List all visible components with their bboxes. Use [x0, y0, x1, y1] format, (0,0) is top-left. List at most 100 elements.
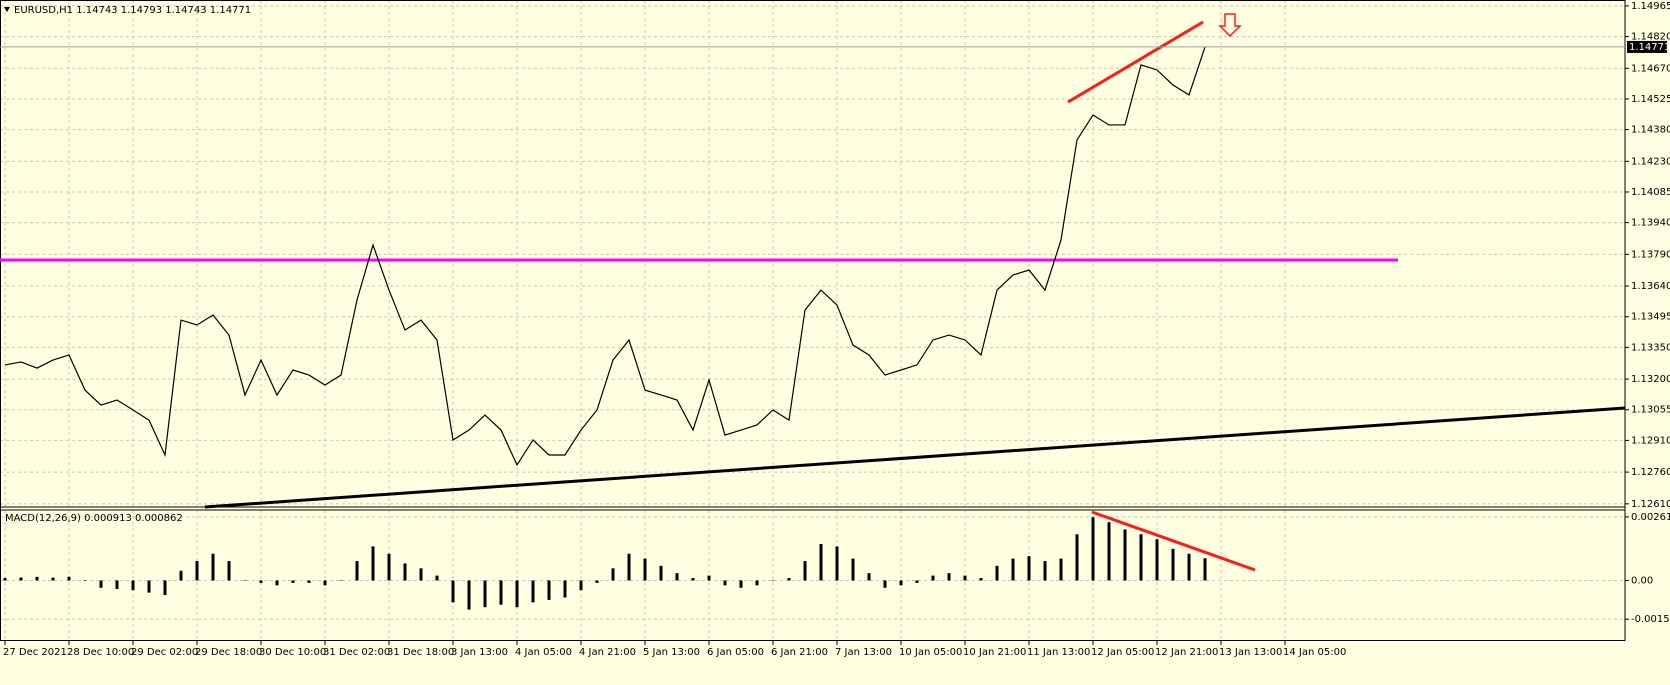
y-tick-label: 1.12910 — [1631, 435, 1670, 446]
y-tick-label: 0.002615 — [1631, 512, 1670, 523]
macd-bar — [1043, 561, 1047, 581]
macd-bar — [1123, 529, 1127, 581]
x-tick-label: 3 Jan 13:00 — [451, 647, 508, 658]
x-tick-label: 29 Dec 18:00 — [195, 647, 262, 658]
macd-bar — [1139, 534, 1143, 581]
plot-frame — [0, 0, 1626, 641]
macd-bar — [931, 575, 935, 581]
y-tick-label: 1.14965 — [1631, 1, 1670, 12]
macd-bar — [723, 580, 727, 586]
macd-bar — [691, 578, 695, 581]
macd-bar — [1107, 522, 1111, 581]
macd-bar — [755, 580, 759, 586]
y-tick-label: 1.14525 — [1631, 94, 1670, 105]
macd-bar — [963, 575, 967, 581]
macd-bar — [243, 580, 247, 581]
current-price-label: 1.14771 — [1629, 42, 1670, 53]
macd-bar — [787, 578, 791, 581]
macd-bar — [819, 544, 823, 581]
x-tick-label: 13 Jan 13:00 — [1219, 647, 1282, 658]
macd-bar — [579, 580, 583, 591]
macd-bar — [19, 577, 23, 581]
macd-bar — [259, 580, 263, 583]
macd-bar — [3, 578, 7, 581]
y-tick-label: 1.14230 — [1631, 156, 1670, 167]
macd-bar — [179, 570, 183, 581]
x-tick-label: 6 Jan 05:00 — [707, 647, 764, 658]
menu-triangle — [4, 7, 10, 12]
macd-bar — [163, 580, 167, 596]
macd-bar — [947, 573, 951, 581]
support-trendline — [204, 406, 1626, 509]
x-tick-label: 14 Jan 05:00 — [1283, 647, 1346, 658]
macd-bar — [83, 580, 87, 581]
macd-bar — [35, 576, 39, 581]
sell-arrow — [1218, 13, 1242, 38]
macd-bar — [1187, 553, 1191, 581]
macd-bar — [323, 580, 327, 586]
macd-bar — [995, 565, 999, 581]
macd-bar — [467, 580, 471, 610]
macd-bar — [1027, 556, 1031, 581]
y-tick-label: 1.13200 — [1631, 374, 1670, 385]
grid — [0, 0, 1625, 640]
x-tick-label: 4 Jan 05:00 — [515, 647, 572, 658]
y-tick-label: 1.14670 — [1631, 63, 1670, 74]
macd-bar — [211, 553, 215, 581]
macd-bar — [659, 565, 663, 581]
x-tick-label: 10 Jan 21:00 — [963, 647, 1026, 658]
x-tick-label: 12 Jan 05:00 — [1091, 647, 1154, 658]
macd-bar — [1155, 539, 1159, 581]
macd-bar — [675, 573, 679, 581]
macd-bar — [1091, 517, 1095, 581]
x-tick-label: 12 Jan 21:00 — [1155, 647, 1218, 658]
macd-bar — [835, 546, 839, 581]
macd-bar — [1171, 548, 1175, 581]
macd-bar — [771, 580, 775, 581]
macd-bar — [563, 580, 567, 598]
x-tick-label: 6 Jan 21:00 — [771, 647, 828, 658]
y-tick-label: 1.13790 — [1631, 249, 1670, 260]
x-tick-label: 31 Dec 02:00 — [323, 647, 390, 658]
y-tick-label: 1.14085 — [1631, 187, 1670, 198]
macd-bar — [371, 546, 375, 581]
y-tick-label: 1.13940 — [1631, 218, 1670, 229]
macd-bar — [611, 568, 615, 581]
macd-bar — [275, 580, 279, 586]
x-tick-label: 27 Dec 2021 — [3, 647, 67, 658]
macd-bar — [115, 580, 119, 589]
price-trendline — [1067, 20, 1204, 104]
macd-bar — [739, 580, 743, 588]
macd-bar — [851, 558, 855, 581]
macd-bar — [451, 580, 455, 603]
macd-bar — [483, 580, 487, 608]
current-price-box — [1627, 40, 1667, 53]
macd-bar — [643, 558, 647, 581]
macd-bar — [147, 580, 151, 593]
macd-bar — [419, 568, 423, 581]
x-tick-label: 7 Jan 13:00 — [835, 647, 892, 658]
macd-bar — [547, 580, 551, 600]
macd-bar — [883, 580, 887, 588]
y-tick-label: 1.12760 — [1631, 467, 1670, 478]
y-tick-label: 1.14380 — [1631, 125, 1670, 136]
macd-bar — [1203, 558, 1207, 581]
macd-bar — [531, 580, 535, 603]
x-tick-label: 31 Dec 18:00 — [387, 647, 454, 658]
macd-bar — [899, 580, 903, 586]
macd-title: MACD(12,26,9) 0.000913 0.000862 — [5, 513, 183, 524]
y-tick-label: 1.13640 — [1631, 281, 1670, 292]
y-tick-label: 1.12610 — [1631, 499, 1670, 510]
x-tick-label: 10 Jan 05:00 — [899, 647, 962, 658]
x-tick-label: 29 Dec 02:00 — [131, 647, 198, 658]
x-tick-label: 4 Jan 21:00 — [579, 647, 636, 658]
x-tick-label: 28 Dec 10:00 — [67, 647, 134, 658]
macd-bar — [67, 576, 71, 581]
macd-bar — [131, 580, 135, 591]
macd-bar — [195, 561, 199, 581]
macd-bar — [51, 577, 55, 581]
macd-bar — [499, 580, 503, 605]
